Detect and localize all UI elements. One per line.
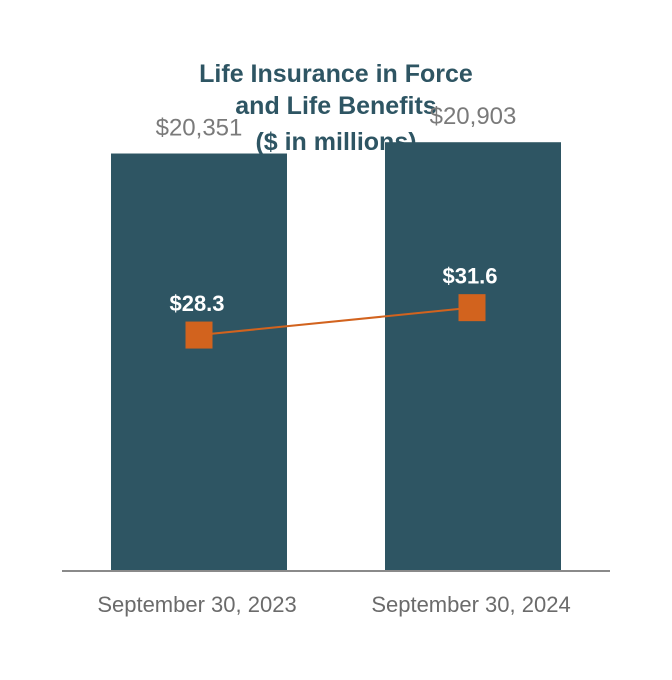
bar <box>385 142 561 570</box>
bar <box>111 153 287 571</box>
bar-value-labels: $20,351 $20,903 <box>156 103 517 141</box>
line-value-label: $28.3 <box>169 291 224 316</box>
benefits-line-series <box>185 294 486 349</box>
line-point-marker <box>458 294 486 322</box>
chart-title-line: and Life Benefits <box>235 92 436 120</box>
category-label: September 30, 2023 <box>97 592 296 617</box>
bar-value-label: $20,351 <box>156 115 243 142</box>
line-point-marker <box>185 321 213 349</box>
line-value-labels: $28.3 $31.6 <box>169 264 497 316</box>
bars <box>111 142 561 571</box>
chart-title-line: Life Insurance in Force <box>199 60 473 88</box>
bar-value-label: $20,903 <box>430 103 517 130</box>
line-value-label: $31.6 <box>442 264 497 289</box>
category-label: September 30, 2024 <box>371 592 570 617</box>
benefits-line <box>198 306 473 337</box>
chart-title: Life Insurance in Force and Life Benefits… <box>199 60 473 156</box>
category-labels: September 30, 2023 September 30, 2024 <box>97 592 570 617</box>
